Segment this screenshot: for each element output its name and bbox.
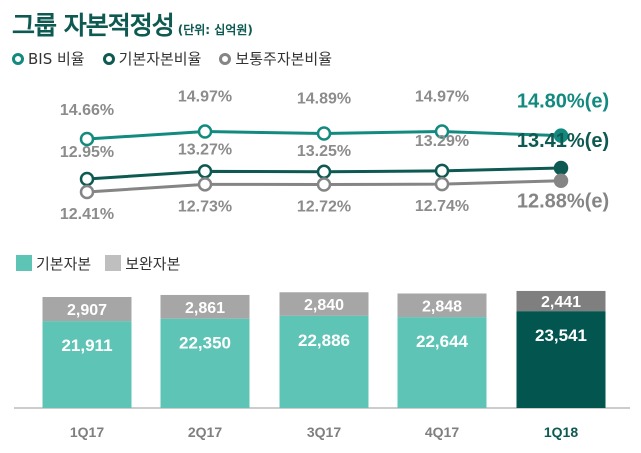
data-label: 14.97% — [178, 89, 232, 106]
legend-tier2-capital: 보완자본 — [105, 253, 180, 274]
bar-value-label: 2,907 — [67, 302, 107, 319]
page-title: 그룹 자본적정성 (단위: 십억원) — [12, 6, 253, 42]
bar-value-label: 2,840 — [304, 297, 344, 314]
x-tick-label: 1Q18 — [544, 424, 578, 440]
data-label: 12.88%(e) — [517, 191, 609, 213]
bar-segment-tier2 — [279, 292, 369, 316]
ring-icon — [219, 52, 232, 65]
data-label: 13.29% — [415, 133, 469, 150]
square-icon — [105, 255, 122, 271]
bar-value-label: 2,848 — [422, 298, 462, 315]
data-point — [553, 128, 569, 143]
data-point — [79, 171, 95, 187]
data-label: 13.41%(e) — [517, 130, 609, 152]
legend-cet1: 보통주자본비율 — [219, 48, 332, 69]
x-tick-label: 3Q17 — [307, 424, 341, 440]
legend-label: BIS 비율 — [28, 50, 85, 68]
bar-segment-tier2 — [160, 294, 250, 319]
data-label: 14.66% — [60, 102, 114, 119]
legend-tier1-capital: 기본자본 — [16, 253, 91, 274]
data-point — [197, 164, 213, 179]
data-label: 14.89% — [297, 90, 351, 107]
data-point — [79, 131, 95, 147]
bar-value-label: 22,886 — [298, 331, 350, 350]
data-label: 12.41% — [60, 206, 114, 223]
bar-segment-tier1 — [279, 315, 369, 408]
bar-value-label: 21,911 — [61, 336, 112, 355]
data-point — [553, 173, 569, 188]
title-text: 그룹 자본적정성 — [12, 11, 175, 40]
square-icon — [16, 255, 32, 271]
data-point — [79, 184, 95, 200]
data-point — [316, 164, 332, 180]
ring-icon — [12, 52, 24, 65]
legend-label: 기본자본 — [36, 255, 92, 273]
bar-segment-tier1 — [160, 318, 250, 408]
data-label: 12.72% — [297, 199, 351, 216]
legend-label: 보통주자본비율 — [235, 50, 333, 68]
bar-segment-tier1 — [42, 321, 132, 408]
bar-segment-tier1 — [516, 311, 606, 408]
bar-segment-tier2 — [397, 293, 487, 318]
data-point — [316, 126, 332, 141]
legend-tier1: 기본자본비율 — [102, 48, 202, 69]
line-legend: BIS 비율 기본자본비율 보통주자본비율 — [12, 48, 332, 69]
legend-bis: BIS 비율 — [12, 48, 85, 69]
bar-legend: 기본자본 보완자본 — [16, 253, 180, 274]
bar-value-label: 2,861 — [185, 300, 225, 317]
data-label: 12.73% — [178, 198, 232, 215]
legend-label: 보완자본 — [125, 255, 181, 273]
bar-value-label: 22,350 — [179, 334, 231, 353]
x-tick-label: 1Q17 — [70, 424, 104, 440]
data-point — [197, 124, 213, 139]
bar-value-label: 2,441 — [541, 294, 581, 311]
x-tick-label: 2Q17 — [188, 424, 222, 440]
data-point — [434, 176, 450, 192]
data-label: 14.97% — [415, 89, 469, 106]
bar-segment-tier1 — [397, 317, 487, 408]
data-point — [553, 160, 569, 176]
bar-segment-tier2 — [516, 290, 606, 312]
ring-icon — [102, 52, 115, 65]
legend-label: 기본자본비율 — [118, 50, 202, 68]
bar-value-label: 23,541 — [535, 326, 587, 345]
data-point — [197, 177, 213, 192]
data-label: 13.25% — [297, 143, 351, 160]
data-point — [434, 124, 450, 139]
bar-value-label: 22,644 — [416, 332, 469, 351]
data-label: 14.80%(e) — [517, 91, 609, 113]
data-label: 13.27% — [178, 141, 232, 158]
x-tick-label: 4Q17 — [425, 424, 459, 440]
unit-label: (단위: 십억원) — [177, 23, 253, 37]
data-point — [316, 177, 332, 192]
data-label: 12.95% — [60, 144, 114, 161]
data-label: 12.74% — [415, 198, 469, 215]
bar-segment-tier2 — [42, 297, 132, 322]
data-point — [434, 163, 450, 179]
